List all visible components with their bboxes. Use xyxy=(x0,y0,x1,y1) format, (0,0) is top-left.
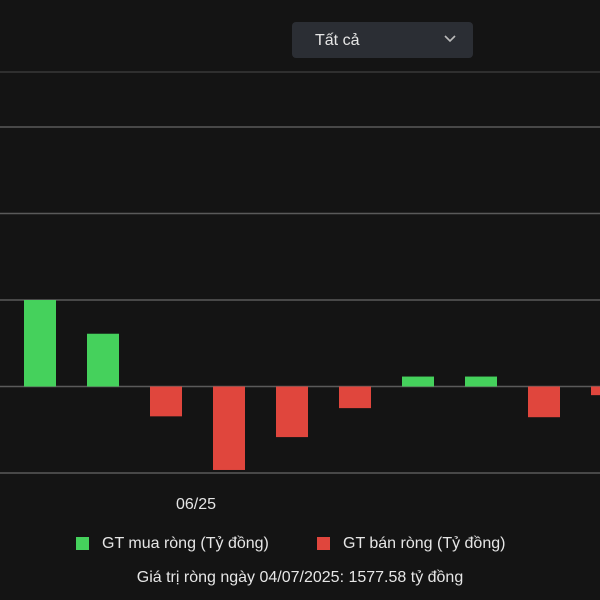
filter-dropdown[interactable] xyxy=(292,22,473,58)
dropdown-chevron xyxy=(444,35,456,43)
bar xyxy=(150,386,182,417)
bar xyxy=(528,386,560,418)
bar xyxy=(339,386,371,409)
bar xyxy=(591,386,600,396)
bar xyxy=(465,376,497,387)
x-tick-label: 06/25 xyxy=(176,496,216,513)
legend-label: GT bán ròng (Tỷ đồng) xyxy=(343,535,505,552)
bar xyxy=(213,386,245,470)
bar xyxy=(276,386,308,438)
bar xyxy=(402,376,434,387)
caption: Giá trị ròng ngày 04/07/2025: 1577.58 tỷ… xyxy=(137,569,463,586)
legend-swatch xyxy=(76,537,89,550)
legend-label: GT mua ròng (Tỷ đồng) xyxy=(102,535,269,552)
bar xyxy=(87,333,119,387)
bar xyxy=(24,300,56,387)
legend-swatch xyxy=(317,537,330,550)
filter-label: Tất cả xyxy=(315,32,360,49)
